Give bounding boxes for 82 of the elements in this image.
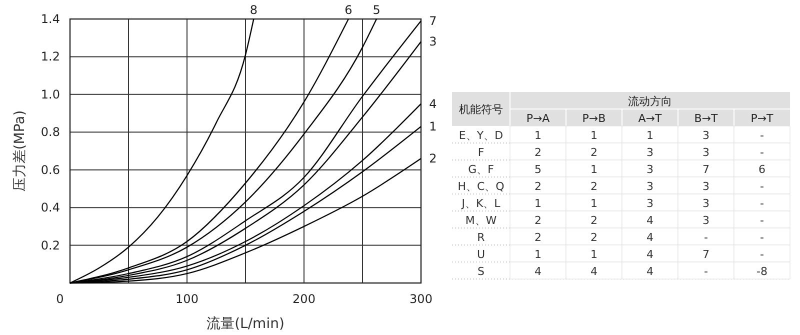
series-label: 1 [429, 119, 437, 134]
text: 3 [646, 146, 654, 159]
category-label: B→T [694, 112, 718, 125]
text: 4 [646, 214, 654, 227]
x-tick-label: 0 [56, 292, 64, 306]
text: 2 [534, 214, 542, 227]
text: - [704, 265, 708, 278]
category-label: E、Y、D [458, 129, 504, 142]
text: 2 [534, 231, 542, 244]
text: 7 [702, 248, 710, 261]
text: 2 [590, 180, 598, 193]
text: - [760, 231, 764, 244]
text: 6 [758, 163, 766, 176]
y-tick-label: 0.4 [40, 200, 60, 215]
text: - [760, 248, 764, 261]
category-label: G、F [468, 163, 494, 176]
text: 5 [534, 163, 542, 176]
text: 4 [534, 265, 542, 278]
series-label: 4 [429, 96, 437, 111]
series-label: 2 [429, 152, 437, 166]
series-label: 3 [429, 34, 437, 49]
y-tick-label: 0.8 [40, 125, 60, 140]
y-axis-title: 压力差(MPa) [12, 110, 28, 192]
text: - [760, 214, 764, 227]
text: 2 [534, 180, 542, 193]
text: - [760, 180, 764, 193]
text: 3 [646, 163, 654, 176]
text: 4 [646, 265, 654, 278]
text: 7 [702, 163, 710, 176]
category-label: P→T [750, 112, 774, 125]
text: 2 [590, 214, 598, 227]
text: 4 [646, 231, 654, 244]
y-tick-label: 1.2 [40, 50, 60, 64]
text: 1 [590, 163, 598, 176]
text: 4 [590, 265, 598, 278]
category-label: S [478, 265, 484, 278]
text: 1 [534, 129, 542, 142]
text: 3 [646, 197, 654, 210]
text: 1 [590, 197, 598, 210]
category-label: P→B [582, 112, 606, 125]
text: -8 [756, 265, 768, 278]
text: 3 [646, 180, 654, 193]
text: - [760, 197, 764, 210]
category-label: P→A [526, 112, 550, 125]
text: 3 [702, 197, 710, 210]
text: - [704, 231, 708, 244]
text: 2 [534, 146, 542, 159]
text: 3 [702, 214, 710, 227]
text: - [760, 129, 764, 142]
x-tick-label: 300 [410, 292, 432, 306]
category-label: J、K、L [462, 197, 500, 210]
y-tick-label: 0.6 [40, 162, 60, 177]
text: 1 [646, 129, 654, 142]
text: 1 [590, 248, 598, 261]
series-label: 6 [344, 3, 352, 17]
text: - [760, 146, 764, 159]
text: 1 [590, 129, 598, 142]
category-label: R [477, 231, 485, 244]
y-tick-label: 0.2 [40, 238, 60, 252]
y-tick-label: 1.0 [40, 87, 60, 102]
series-label: 5 [372, 3, 380, 17]
y-tick-label: 1.4 [40, 12, 60, 26]
x-tick-label: 100 [176, 292, 198, 306]
series-label: 7 [429, 14, 437, 28]
text: 2 [590, 231, 598, 244]
text: 3 [702, 146, 710, 159]
text: 1 [534, 248, 542, 261]
x-tick-label: 200 [292, 292, 316, 306]
text: 4 [646, 248, 654, 261]
text: 机能符号 [459, 103, 503, 116]
category-label: H、C、Q [458, 180, 504, 193]
text: 1 [534, 197, 542, 210]
category-label: A→T [638, 112, 662, 125]
text: 流动方向 [628, 95, 672, 108]
text: 2 [590, 146, 598, 159]
category-label: U [476, 248, 486, 261]
category-label: F [478, 146, 484, 159]
category-label: M、W [465, 214, 497, 227]
x-axis-title: 流量(L/min) [206, 316, 284, 332]
series-label: 8 [250, 3, 258, 17]
text: 3 [702, 180, 710, 193]
text: 3 [702, 129, 710, 142]
